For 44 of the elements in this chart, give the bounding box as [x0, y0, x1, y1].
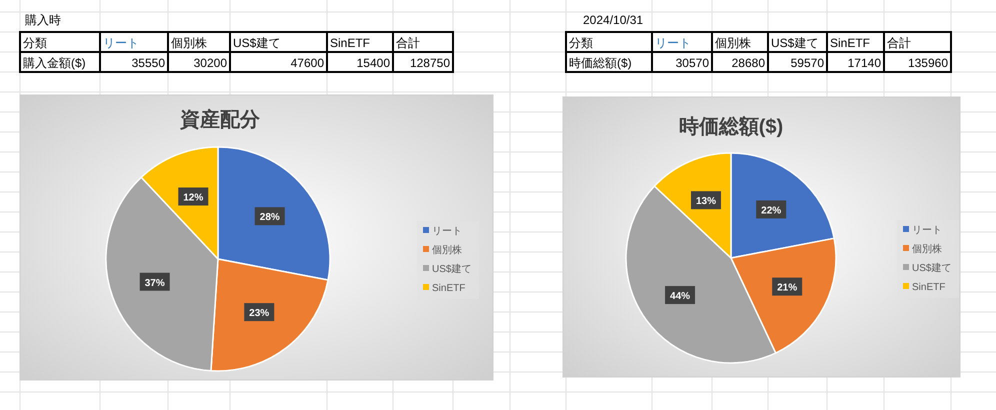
category-label: リート: [655, 36, 691, 50]
data-label: 13%: [696, 196, 716, 208]
legend-label: リート: [912, 225, 942, 236]
category-label: US$建て: [233, 36, 280, 50]
data-label: 28%: [260, 212, 280, 224]
data-label: 22%: [761, 205, 782, 216]
text: 合計: [396, 36, 420, 50]
data-label: 12%: [183, 192, 204, 204]
legend-label: 個別株: [432, 244, 462, 256]
data-label: 21%: [777, 282, 798, 294]
text: 17140: [848, 56, 882, 70]
text: 2024/10/31: [583, 13, 644, 27]
text: 128750: [410, 56, 450, 70]
text: 15400: [356, 56, 390, 70]
category-label: US$建て: [771, 36, 818, 50]
text: 購入時: [25, 13, 61, 27]
text: 30570: [676, 56, 710, 70]
text: 135960: [908, 56, 948, 70]
text: 合計: [887, 36, 911, 50]
data-label: 23%: [249, 308, 270, 320]
legend-label: リート: [432, 226, 462, 237]
category-label: リート: [103, 36, 139, 50]
text: 分類: [569, 36, 593, 50]
legend-label: SinETF: [432, 283, 466, 294]
category-label: SinETF: [330, 36, 370, 50]
text: 分類: [23, 36, 47, 50]
chart-title: 資産配分: [179, 108, 261, 131]
text: 59570: [790, 56, 824, 70]
text: 35550: [132, 56, 166, 70]
category-label: 個別株: [715, 36, 751, 50]
text: 購入金額($): [23, 56, 86, 70]
chart-title: 時価総額($): [678, 115, 784, 138]
category-label: 個別株: [171, 36, 207, 50]
text: 時価総額($): [569, 56, 632, 70]
text: 47600: [290, 56, 324, 70]
text: 28680: [732, 56, 766, 70]
legend-label: US$建て: [912, 262, 952, 274]
legend-label: 個別株: [912, 243, 942, 255]
category-label: SinETF: [830, 36, 870, 50]
legend-label: US$建て: [432, 263, 472, 275]
data-label: 37%: [144, 278, 165, 289]
data-label: 44%: [670, 291, 690, 302]
legend-label: SinETF: [912, 282, 946, 293]
text: 30200: [194, 56, 228, 70]
